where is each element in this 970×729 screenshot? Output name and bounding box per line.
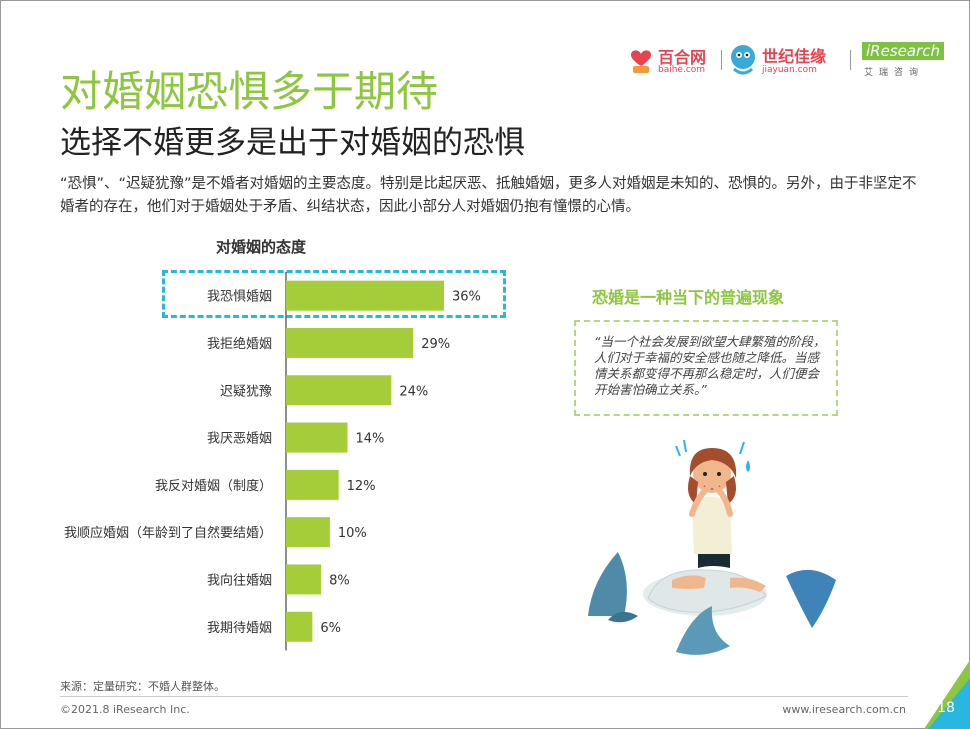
page-title: 对婚姻恐惧多于期待 [60,67,439,116]
jiayuan-url: jiayuan.com [762,65,817,75]
chart-category-label: 我向往婚姻 [207,572,272,588]
bar-chart: 我恐惧婚姻 36% 我拒绝婚姻 29% 迟疑犹豫 24% 我厌恶婚姻 14% 我反对婚姻（制度）… [64,272,481,651]
footer-divider [60,696,908,697]
baihe-logo: 百合网 baihe.com [628,42,718,78]
chart-category-label: 迟疑犹豫 [220,383,272,399]
chart-value-label: 8% [329,573,350,588]
baihe-name: 百合网 [658,48,707,67]
jiayuan-logo: 世纪佳缘 jiayuan.com [728,42,858,78]
chart-value-label: 36% [452,290,481,305]
chart-value-label: 6% [320,621,341,636]
page-corner-decoration [924,660,970,729]
chart-bar [286,517,330,548]
intro-paragraph: “恐惧”、“迟疑犹豫”是不婚者对婚姻的主要态度。特别是比起厌恶、抵触婚姻，更多人… [60,176,917,215]
chart-title: 对婚姻的态度 [216,238,307,256]
jiayuan-mascot-icon [731,45,755,75]
iresearch-cn-name: 艾瑞咨询 [864,68,925,78]
chart-bar [286,422,348,453]
chart-category-label: 我顺应婚姻（年龄到了自然要结婚） [64,525,272,541]
source-note: 来源：定量研究：不婚人群整体。 [60,680,225,693]
chart-category-label: 我厌恶婚姻 [207,432,272,447]
partner-logos: 百合网 baihe.com 世纪佳缘 jiayuan.com iResearch… [628,42,944,82]
chart-value-label: 14% [355,432,384,447]
jiayuan-name: 世纪佳缘 [762,47,827,66]
website-url: www.iresearch.com.cn [782,703,906,716]
chart-value-label: 10% [338,526,367,541]
quote-box: “当一个社会发展到欲望大肆繁殖的阶段，人们对于幸福的安全感也随之降低。当感情关系… [574,320,838,416]
logo-separator [721,50,722,70]
highlight-box [162,270,506,318]
chart-category-label: 我反对婚姻（制度） [155,478,272,494]
baihe-heart-icon [631,50,651,73]
page-number: 18 [937,700,955,716]
iresearch-name: iResearch [862,42,944,60]
chart-category-label: 我拒绝婚姻 [207,336,272,352]
chart-bar [286,611,313,642]
copyright: ©2021.8 iResearch Inc. [60,703,190,716]
chart-category-label: 我恐惧婚姻 [207,289,272,305]
page-subtitle: 选择不婚更多是出于对婚姻的恐惧 [60,125,525,161]
iresearch-logo: iResearch 艾瑞咨询 [858,42,944,82]
chart-bar [286,469,339,500]
chart-value-label: 12% [347,479,376,494]
chart-category-label: 我期待婚姻 [207,621,272,636]
worried-woman-illustration [588,439,836,655]
chart-bar [286,564,322,595]
quote-text: “当一个社会发展到欲望大肆繁殖的阶段，人们对于幸福的安全感也随之降低。当感情关系… [594,334,826,397]
chart-value-label: 24% [399,384,428,399]
baihe-url: baihe.com [658,65,706,75]
chart-bar [286,280,444,311]
chart-value-label: 29% [421,337,450,352]
chart-bar [286,375,392,406]
logo-separator [850,50,851,70]
side-title: 恐婚是一种当下的普遍现象 [592,288,785,307]
chart-bar [286,327,414,358]
